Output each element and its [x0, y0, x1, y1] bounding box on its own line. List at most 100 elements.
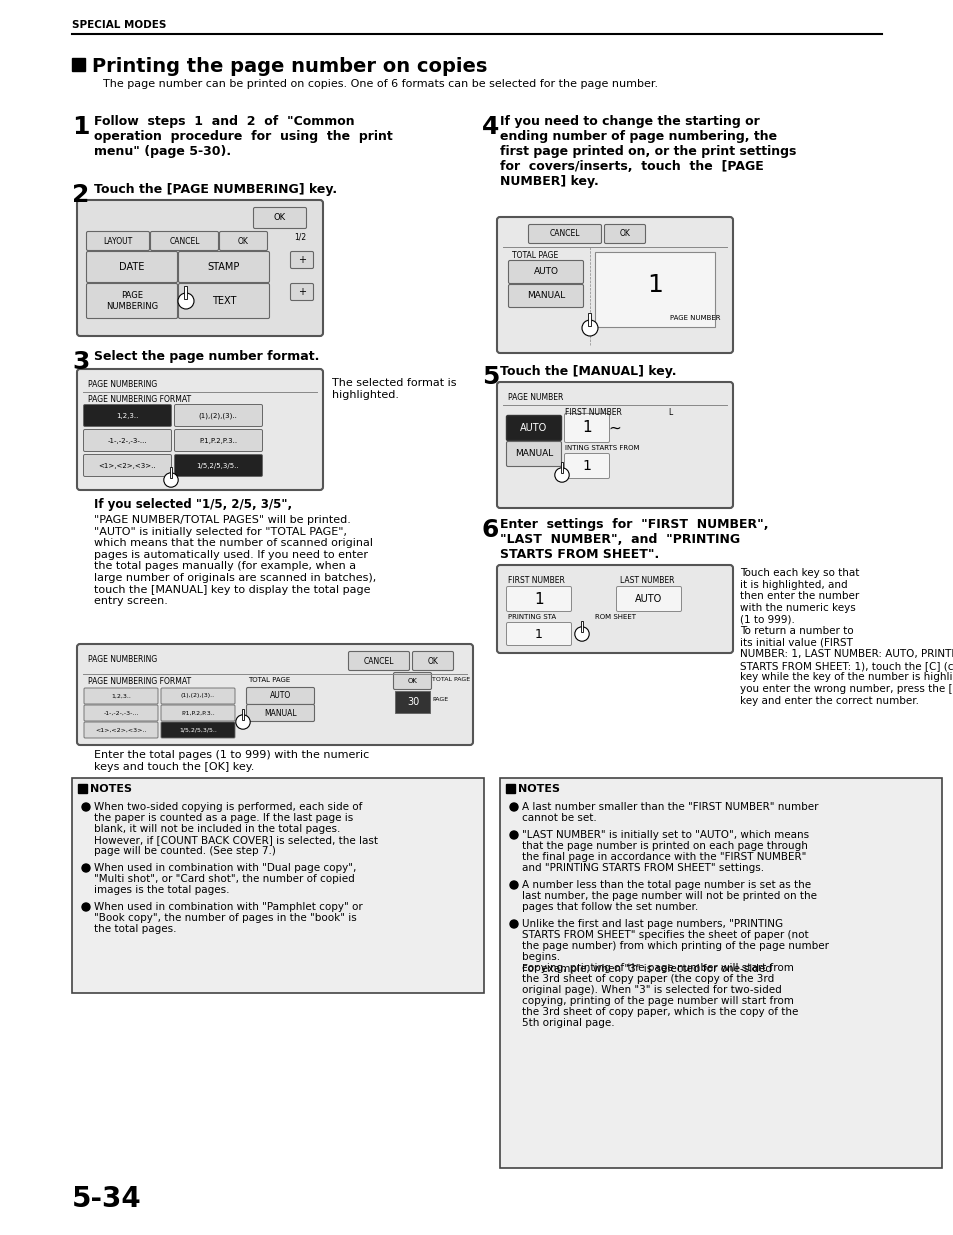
Text: 5-34: 5-34 — [71, 1186, 142, 1213]
Circle shape — [510, 831, 517, 839]
Text: PAGE NUMBER: PAGE NUMBER — [507, 393, 563, 403]
Text: the 3rd sheet of copy paper, which is the copy of the: the 3rd sheet of copy paper, which is th… — [521, 1007, 798, 1016]
Text: AUTO: AUTO — [519, 424, 547, 433]
Text: ~: ~ — [608, 420, 620, 436]
Text: FIRST NUMBER: FIRST NUMBER — [564, 408, 621, 417]
Text: Printing the page number on copies: Printing the page number on copies — [91, 57, 487, 77]
Text: MANUAL: MANUAL — [264, 709, 296, 718]
Circle shape — [164, 473, 178, 487]
FancyBboxPatch shape — [178, 284, 269, 319]
FancyBboxPatch shape — [506, 415, 561, 441]
Text: 1,2,3..: 1,2,3.. — [111, 694, 131, 699]
Text: PAGE
NUMBERING: PAGE NUMBERING — [106, 291, 158, 311]
Text: +: + — [297, 287, 306, 296]
Text: NOTES: NOTES — [517, 784, 559, 794]
Text: 2: 2 — [71, 183, 90, 207]
Text: 1: 1 — [581, 420, 591, 436]
Text: the 3rd sheet of copy paper (the copy of the 3rd: the 3rd sheet of copy paper (the copy of… — [521, 974, 774, 984]
Text: copying, printing of the page number will start from: copying, printing of the page number wil… — [521, 995, 793, 1007]
Text: last number, the page number will not be printed on the: last number, the page number will not be… — [521, 890, 816, 902]
Text: PRINTING STA: PRINTING STA — [507, 614, 556, 620]
Text: (1),(2),(3)..: (1),(2),(3).. — [198, 412, 237, 419]
Text: 6: 6 — [481, 517, 498, 542]
FancyBboxPatch shape — [506, 587, 571, 611]
Text: The page number can be printed on copies. One of 6 formats can be selected for t: The page number can be printed on copies… — [103, 79, 658, 89]
Text: Select the page number format.: Select the page number format. — [94, 350, 319, 363]
Text: SPECIAL MODES: SPECIAL MODES — [71, 20, 166, 30]
FancyBboxPatch shape — [497, 217, 732, 353]
Text: 1: 1 — [534, 592, 543, 606]
Bar — [184, 287, 188, 299]
Circle shape — [82, 903, 90, 911]
FancyBboxPatch shape — [84, 705, 158, 721]
Text: NOTES: NOTES — [90, 784, 132, 794]
FancyBboxPatch shape — [508, 261, 583, 284]
Circle shape — [575, 627, 589, 641]
FancyBboxPatch shape — [616, 587, 680, 611]
FancyBboxPatch shape — [161, 688, 234, 704]
Text: If you need to change the starting or
ending number of page numbering, the
first: If you need to change the starting or en… — [499, 115, 796, 188]
Text: 1/5,2/5,3/5..: 1/5,2/5,3/5.. — [196, 463, 239, 469]
FancyBboxPatch shape — [291, 252, 314, 268]
FancyBboxPatch shape — [84, 430, 172, 452]
Circle shape — [178, 293, 193, 309]
Text: TOTAL PAGE: TOTAL PAGE — [432, 677, 470, 682]
Circle shape — [510, 920, 517, 927]
Text: "Book copy", the number of pages in the "book" is: "Book copy", the number of pages in the … — [94, 913, 356, 923]
FancyBboxPatch shape — [508, 284, 583, 308]
Text: cannot be set.: cannot be set. — [521, 813, 597, 823]
Text: copying, printing of the page number will start from: copying, printing of the page number wil… — [521, 963, 793, 973]
FancyBboxPatch shape — [77, 643, 473, 745]
Text: Follow  steps  1  and  2  of  "Common
operation  procedure  for  using  the  pri: Follow steps 1 and 2 of "Common operatio… — [94, 115, 393, 158]
Text: original page). When "3" is selected for two-sided: original page). When "3" is selected for… — [521, 986, 781, 995]
Text: However, if [COUNT BACK COVER] is selected, the last: However, if [COUNT BACK COVER] is select… — [94, 835, 377, 845]
Text: 1,2,3..: 1,2,3.. — [115, 412, 138, 419]
FancyBboxPatch shape — [412, 652, 453, 671]
Text: "LAST NUMBER" is initially set to "AUTO", which means: "LAST NUMBER" is initially set to "AUTO"… — [521, 830, 808, 840]
FancyBboxPatch shape — [178, 252, 269, 283]
FancyBboxPatch shape — [564, 453, 609, 478]
FancyBboxPatch shape — [174, 454, 262, 477]
Text: 4: 4 — [481, 115, 498, 140]
FancyBboxPatch shape — [161, 722, 234, 739]
Circle shape — [555, 468, 569, 482]
FancyBboxPatch shape — [564, 414, 609, 442]
Text: Touch each key so that
it is highlighted, and
then enter the number
with the num: Touch each key so that it is highlighted… — [740, 568, 953, 705]
Text: the final page in accordance with the "FIRST NUMBER": the final page in accordance with the "F… — [521, 852, 805, 862]
Text: FIRST NUMBER: FIRST NUMBER — [507, 576, 564, 585]
Text: PAGE: PAGE — [432, 697, 448, 701]
Text: "PAGE NUMBER/TOTAL PAGES" will be printed.
"AUTO" is initially selected for "TOT: "PAGE NUMBER/TOTAL PAGES" will be printe… — [94, 515, 375, 606]
Text: -1-,-2-,-3-...: -1-,-2-,-3-... — [103, 710, 138, 715]
Text: Enter the total pages (1 to 999) with the numeric
keys and touch the [OK] key.: Enter the total pages (1 to 999) with th… — [94, 750, 369, 772]
Text: PAGE NUMBERING: PAGE NUMBERING — [88, 655, 157, 664]
Text: "Multi shot", or "Card shot", the number of copied: "Multi shot", or "Card shot", the number… — [94, 874, 355, 884]
Text: 5th original page.: 5th original page. — [521, 1018, 614, 1028]
Bar — [241, 709, 244, 720]
Circle shape — [82, 803, 90, 811]
FancyBboxPatch shape — [151, 231, 218, 251]
Text: 1/2: 1/2 — [294, 233, 306, 242]
FancyBboxPatch shape — [528, 225, 601, 243]
Text: Unlike the first and last page numbers, "PRINTING: Unlike the first and last page numbers, … — [521, 919, 782, 929]
Bar — [71, 778, 483, 993]
Text: PAGE NUMBERING: PAGE NUMBERING — [88, 380, 157, 389]
FancyBboxPatch shape — [506, 441, 561, 467]
Text: OK: OK — [274, 214, 286, 222]
FancyBboxPatch shape — [497, 564, 732, 653]
Text: MANUAL: MANUAL — [515, 450, 553, 458]
Bar — [395, 692, 430, 713]
Text: -1-,-2-,-3-...: -1-,-2-,-3-... — [107, 438, 147, 445]
Text: PAGE NUMBERING FORMAT: PAGE NUMBERING FORMAT — [88, 395, 191, 404]
FancyBboxPatch shape — [84, 405, 172, 426]
FancyBboxPatch shape — [77, 369, 323, 490]
FancyBboxPatch shape — [219, 231, 267, 251]
Text: TOTAL PAGE: TOTAL PAGE — [248, 677, 290, 683]
Text: blank, it will not be included in the total pages.: blank, it will not be included in the to… — [94, 824, 340, 834]
Text: 1: 1 — [582, 459, 591, 473]
FancyBboxPatch shape — [604, 225, 645, 243]
Circle shape — [581, 320, 598, 336]
Text: STAMP: STAMP — [208, 262, 240, 272]
Text: AUTO: AUTO — [635, 594, 662, 604]
FancyBboxPatch shape — [506, 622, 571, 646]
Bar — [71, 58, 85, 70]
